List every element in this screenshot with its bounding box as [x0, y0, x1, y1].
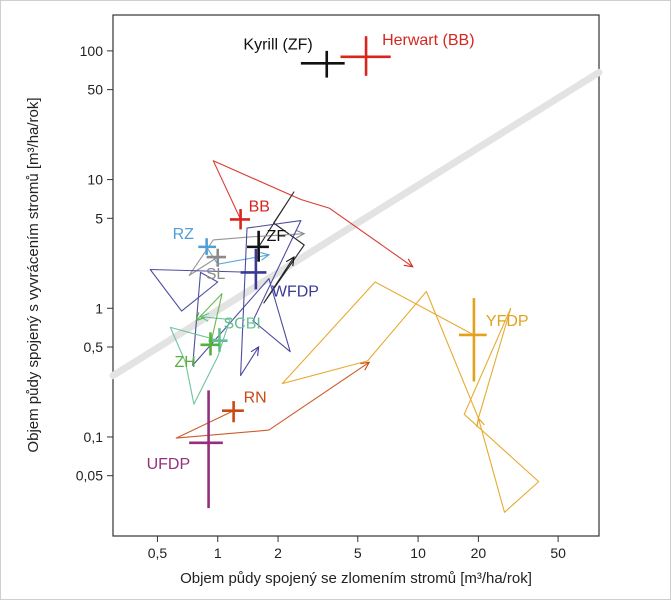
arrowhead-rn [360, 361, 371, 371]
x-tick-label: 2 [274, 545, 282, 561]
x-axis: 0,5 1 2 5 10 20 50 [148, 536, 566, 561]
site-label-ufdp: UFDP [147, 456, 191, 473]
site-label-sl: SL [206, 266, 226, 283]
x-tick-label: 0,5 [148, 545, 168, 561]
site-label-bb: BB [249, 198, 270, 215]
site-marker-layer [189, 36, 487, 509]
site-label-rn: RN [244, 390, 267, 407]
reference-line-layer [109, 68, 603, 380]
arrowhead-zh [195, 312, 205, 322]
y-tick-label: 100 [80, 43, 104, 59]
site-label-yfdp: YFDP [486, 313, 529, 330]
arrowhead-bb [403, 258, 414, 268]
site-label-herwart-bb: Herwart (BB) [382, 32, 474, 49]
y-axis-title: Objem půdy spojený s vyvrácením stromů [… [25, 97, 42, 452]
y-axis: 0,05 0,1 0,5 1 5 10 50 100 [76, 43, 113, 484]
x-tick-label: 1 [214, 545, 222, 561]
arrowhead-zf [285, 256, 295, 267]
site-label-layer: Kyrill (ZF) Herwart (BB) BB ZF SL RZ WFDP SCBI Z… [147, 32, 529, 473]
trajectory-zh [195, 293, 223, 345]
y-tick-label: 0,1 [84, 429, 104, 445]
y-tick-label: 5 [95, 210, 103, 226]
site-label-scbi: SCBI [223, 316, 260, 333]
site-label-zf: ZF [267, 228, 287, 245]
trajectory-layer [149, 160, 540, 513]
x-tick-label: 5 [354, 545, 362, 561]
trajectory-sl [188, 233, 305, 276]
y-tick-label: 50 [87, 82, 103, 98]
y-tick-label: 1 [95, 300, 103, 316]
site-label-zh: ZH [174, 354, 195, 371]
arrowhead-rz [260, 251, 271, 261]
site-label-kyrill-zf: Kyrill (ZF) [243, 36, 312, 53]
trajectory-zf [258, 191, 305, 304]
arrowhead-sl [295, 229, 306, 239]
site-label-rz: RZ [173, 226, 195, 243]
reference-line [109, 68, 603, 380]
site-label-wfdp: WFDP [272, 283, 319, 300]
x-tick-label: 20 [471, 545, 487, 561]
x-tick-label: 50 [550, 545, 566, 561]
x-axis-title: Objem půdy spojený se zlomením stromů [m… [180, 570, 532, 587]
trajectory-rn [175, 361, 370, 439]
arrowhead-wfdp [250, 345, 260, 356]
y-tick-label: 0,05 [76, 468, 103, 484]
arrowhead-yfdp [476, 416, 485, 428]
trajectory-wfdp [149, 220, 302, 377]
y-tick-label: 10 [87, 172, 103, 188]
trajectory-scbi [169, 316, 231, 405]
trajectory-bb [212, 160, 414, 268]
y-tick-label: 0,5 [84, 339, 104, 355]
x-tick-label: 10 [410, 545, 426, 561]
plot-area [112, 14, 600, 537]
